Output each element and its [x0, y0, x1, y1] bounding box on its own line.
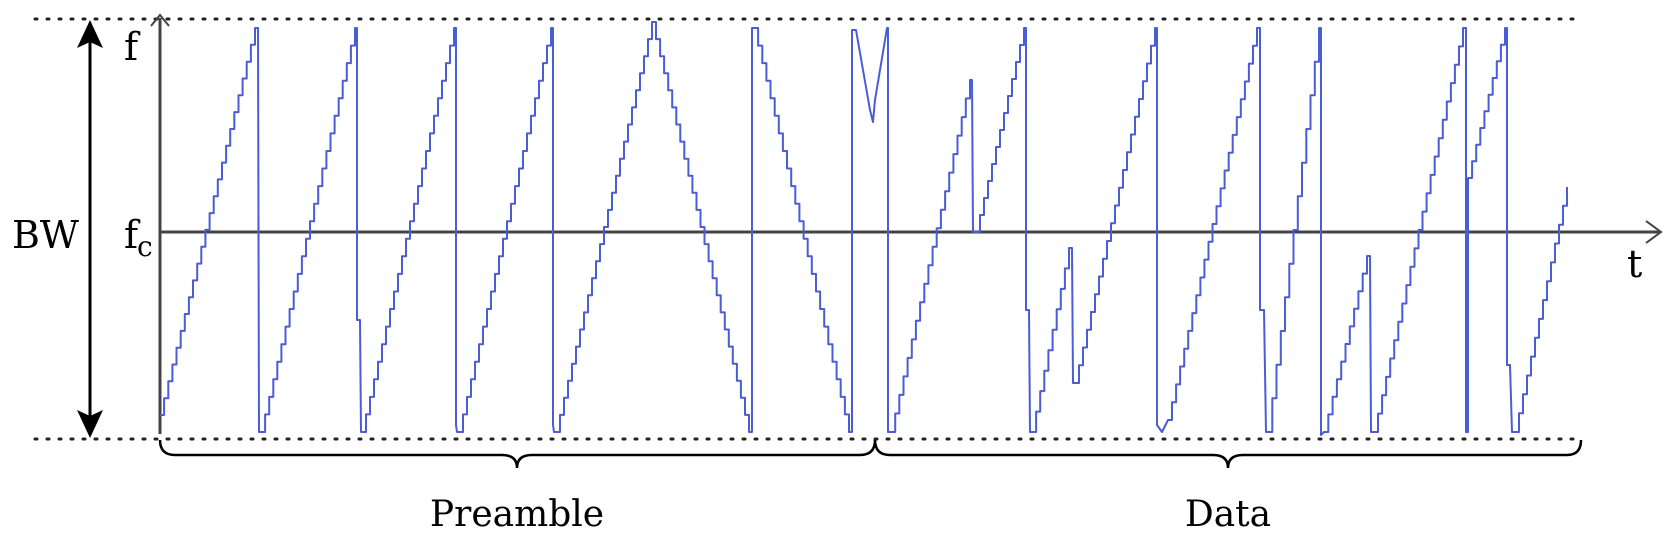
data-label: Data: [1185, 494, 1271, 535]
bandwidth-arrow-bottom-head: [77, 410, 103, 438]
bandwidth-arrow-top-head: [77, 20, 103, 48]
fc-label: f: [124, 213, 141, 257]
bandwidth-label: BW: [12, 213, 79, 257]
data-brace: [873, 439, 1583, 469]
frequency-axis-arrowhead: [150, 13, 170, 27]
preamble-brace: [158, 439, 877, 469]
preamble-label: Preamble: [430, 494, 604, 535]
time-axis-arrowhead: [1645, 220, 1663, 244]
time-axis-label: t: [1627, 242, 1642, 286]
chirp-signal: [160, 21, 1568, 436]
fc-label-main: f: [124, 213, 141, 257]
f-max-label: f: [124, 25, 141, 69]
fc-subscript: c: [137, 230, 153, 263]
